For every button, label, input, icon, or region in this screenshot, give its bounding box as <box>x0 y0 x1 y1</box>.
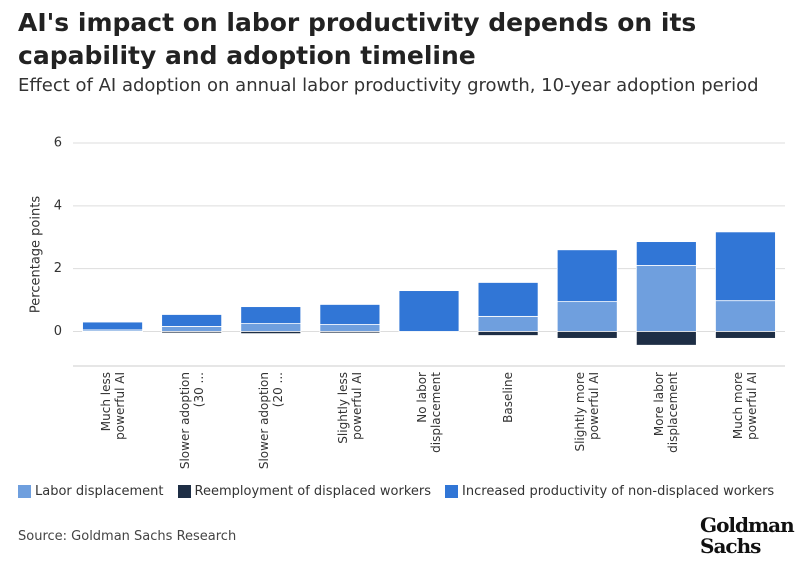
legend-item: Increased productivity of non-displaced … <box>445 484 774 499</box>
y-axis-label: Percentage points <box>29 196 44 313</box>
bar-segment <box>319 331 381 334</box>
bar-segment <box>477 331 539 336</box>
legend: Labor displacement Reemployment of displa… <box>18 484 774 499</box>
bar-segment <box>556 249 618 303</box>
bar-segment <box>161 331 223 334</box>
bar-segment <box>635 241 697 266</box>
legend-item: Labor displacement <box>18 484 164 499</box>
bar-segment <box>477 315 539 332</box>
y-tick-label: 6 <box>54 136 62 151</box>
bar-segment <box>319 304 381 325</box>
chart-subtitle: Effect of AI adoption on annual labor pr… <box>18 75 759 96</box>
legend-swatch <box>177 485 191 498</box>
bar-segment <box>715 300 776 332</box>
logo-line: Goldman <box>700 513 795 537</box>
x-tick-label: Baseline <box>501 372 516 423</box>
x-tick-label: Slower adoption (20 ... <box>256 372 285 470</box>
legend-label: Reemployment of displaced workers <box>194 484 432 499</box>
bar-segment <box>635 265 697 332</box>
bar-segment <box>635 331 697 346</box>
chart-title: AI's impact on labor productivity depend… <box>18 8 697 70</box>
bar-segment <box>82 321 143 331</box>
bar-segment <box>556 331 618 339</box>
y-tick-label: 4 <box>54 198 62 213</box>
legend-swatch <box>18 485 31 498</box>
logo-line: Sachs <box>700 534 761 558</box>
bar-segment <box>240 323 302 332</box>
bar-segment <box>398 290 460 332</box>
bar-segment <box>715 331 776 339</box>
y-tick-label: 2 <box>54 261 62 276</box>
source: Source: Goldman Sachs Research <box>18 529 237 544</box>
bar-segment <box>161 314 223 327</box>
legend-label: Increased productivity of non-displaced … <box>462 484 775 499</box>
legend-label: Labor displacement <box>35 484 164 499</box>
legend-item: Reemployment of displaced workers <box>177 484 432 499</box>
y-tick-label: 0 <box>54 324 62 339</box>
bar-segment <box>82 331 143 333</box>
logo: Goldman Sachs <box>700 513 795 558</box>
x-tick-label: Slightly less powerful AI <box>335 372 364 444</box>
x-tick-label: No labor displacement <box>415 372 443 453</box>
bar-segment <box>161 326 223 332</box>
x-tick-label: Slightly more powerful AI <box>573 372 602 452</box>
bar-segment <box>319 324 381 332</box>
x-tick-label: More labor displacement <box>652 372 681 453</box>
legend-swatch <box>445 485 459 498</box>
bar-segment <box>240 306 302 324</box>
bar-segment <box>240 331 302 335</box>
bar-segment <box>715 231 776 302</box>
bar-segment <box>477 282 539 317</box>
bar-segment <box>556 301 618 332</box>
x-tick-label: Slower adoption (30 ... <box>177 372 206 470</box>
x-tick-label: Much more powerful AI <box>731 372 760 440</box>
x-tick-label: Much less powerful AI <box>98 372 127 440</box>
